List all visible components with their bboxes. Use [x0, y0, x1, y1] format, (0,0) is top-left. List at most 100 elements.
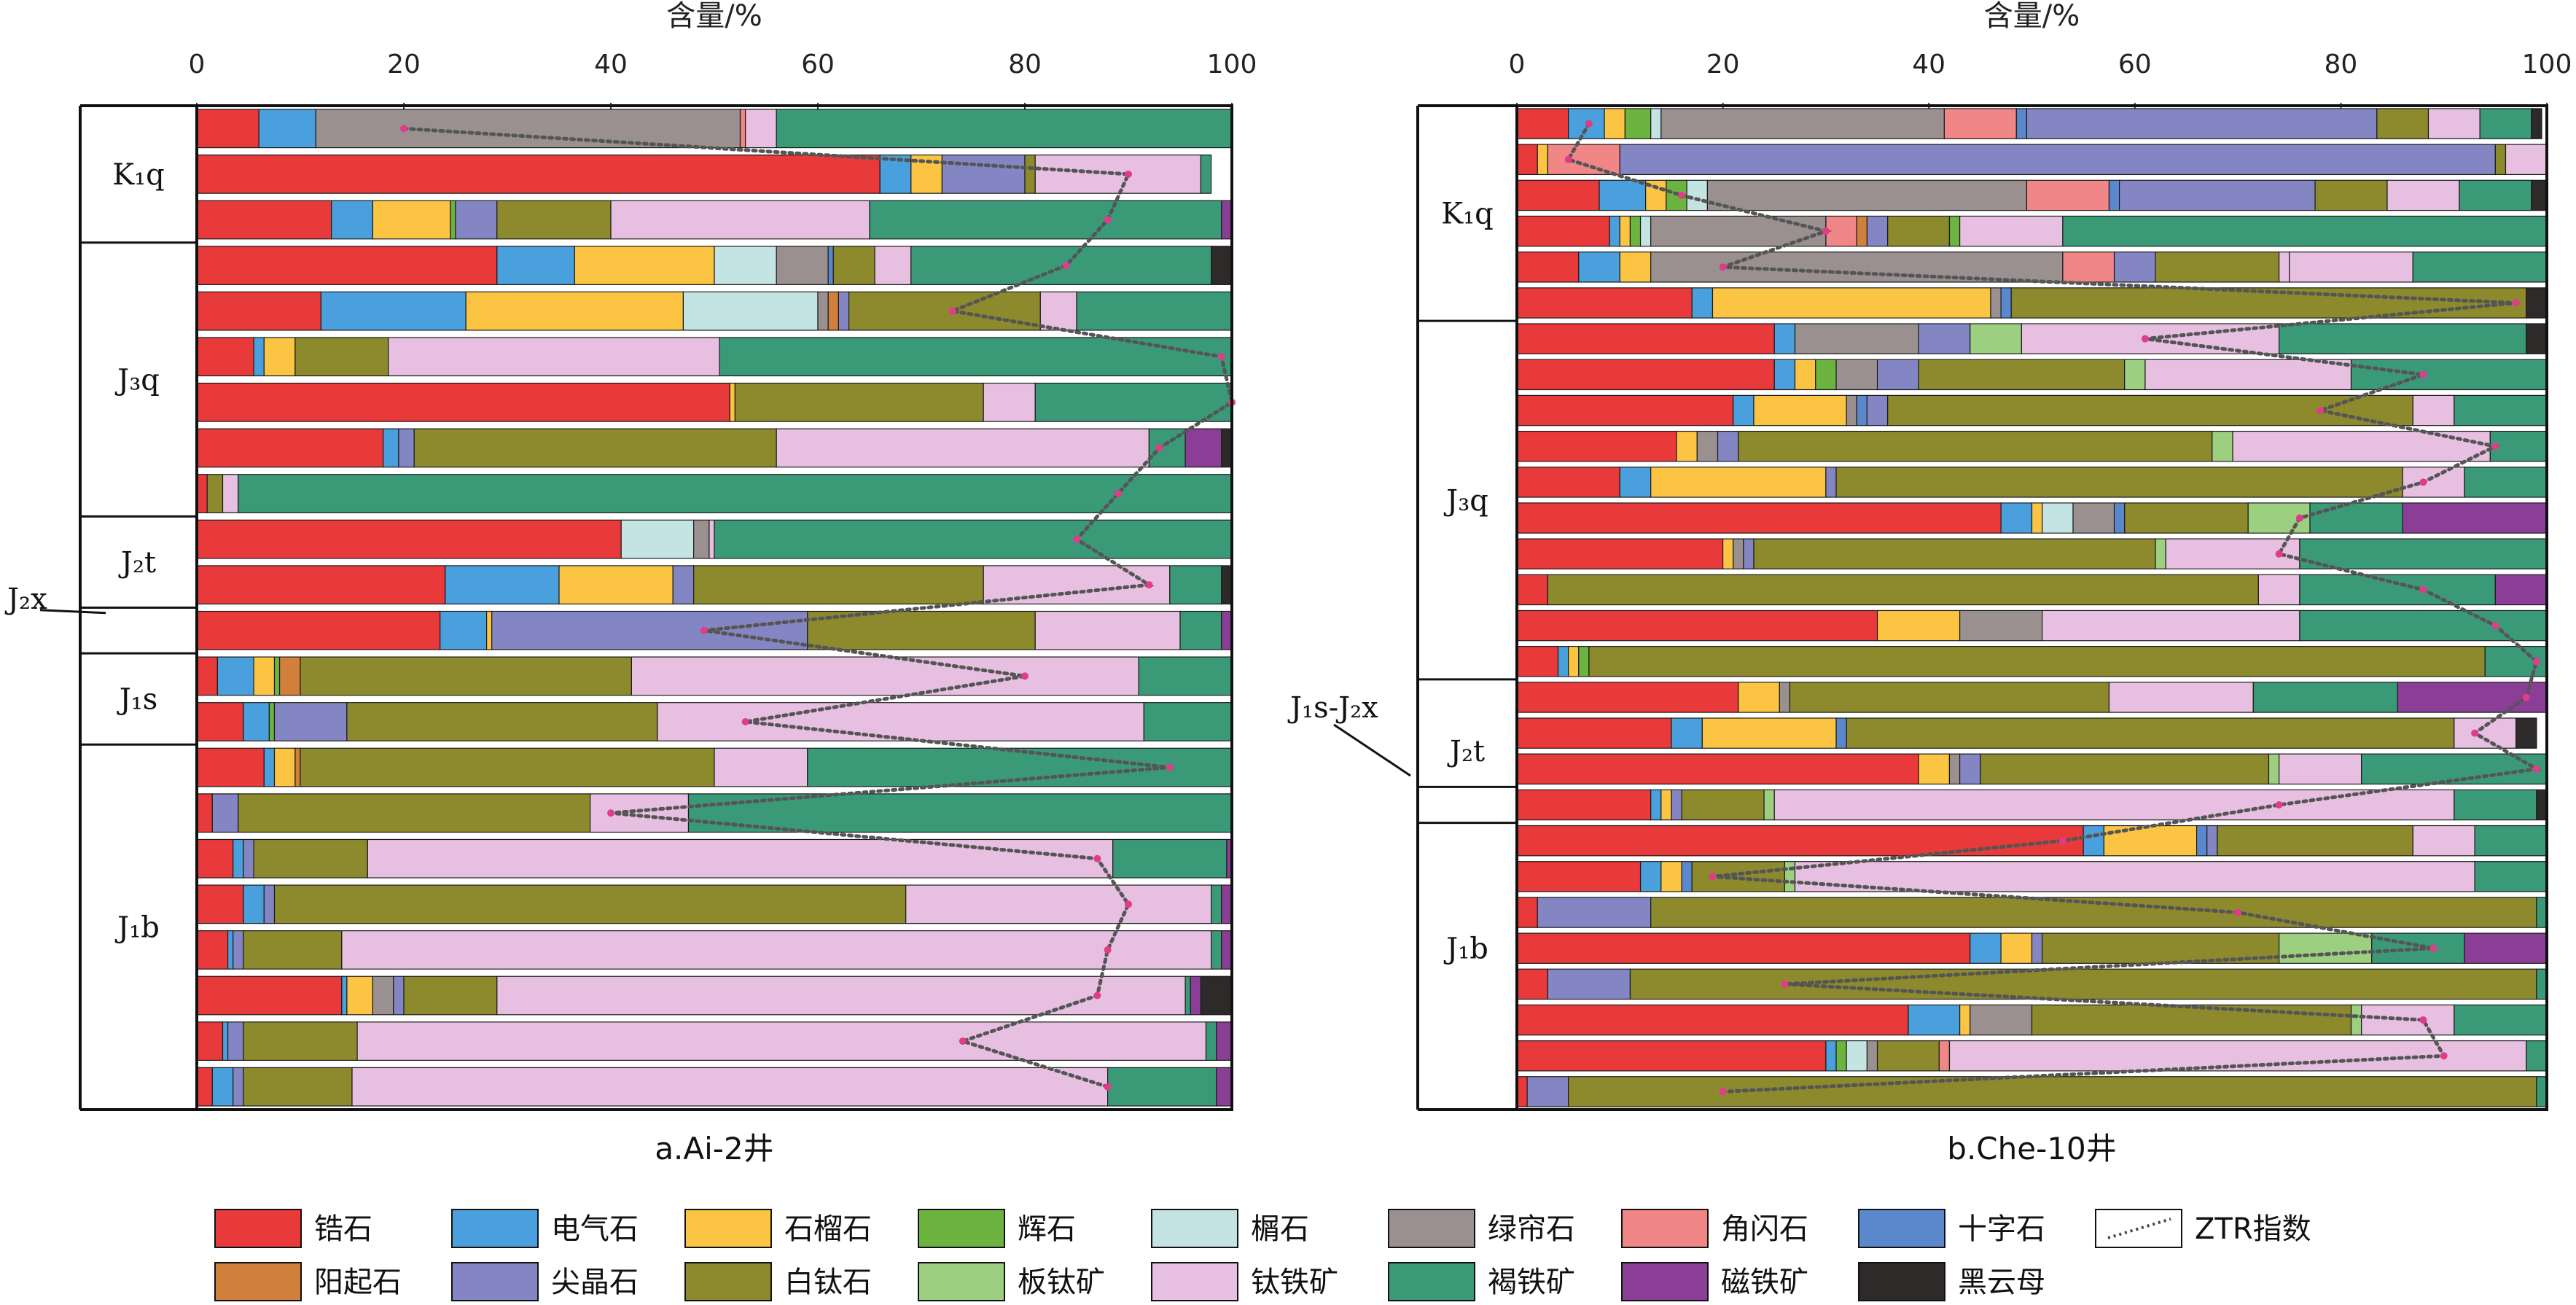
bar-segment [941, 154, 1026, 194]
bar-segment [1039, 291, 1077, 331]
ztr-point [2471, 729, 2479, 737]
bar-segment [196, 884, 244, 924]
bar-segment [2113, 252, 2156, 283]
bar-segment [196, 382, 730, 422]
bar-segment [2000, 932, 2033, 964]
bar-segment [1696, 430, 1719, 462]
ztr-point [1719, 1088, 1727, 1096]
sample-row [1516, 179, 2548, 211]
bar-segment [832, 246, 875, 285]
bar-segment [734, 382, 984, 422]
bar-segment [1516, 574, 1548, 606]
bar-segment [1221, 428, 1233, 468]
ztr-point [1155, 444, 1163, 452]
legend-swatch [1151, 1262, 1238, 1301]
bar-segment [1876, 609, 1961, 642]
bar-segment [2000, 502, 2033, 534]
x-tick-label: 60 [801, 50, 835, 79]
bar-segment [1794, 861, 2475, 892]
legend-swatch [1151, 1209, 1238, 1248]
ztr-point [607, 809, 614, 817]
bar-segment [1681, 861, 1693, 892]
bar-segment [1076, 291, 1233, 331]
bar-segment [1547, 968, 1631, 1000]
sample-row [196, 930, 1233, 970]
bar-segment [1526, 1076, 1569, 1107]
bar-segment [1918, 753, 1951, 785]
bar-segment [1578, 646, 1590, 677]
bar-segment [1763, 789, 1775, 821]
sample-row [1516, 215, 2548, 247]
legend-label: 角闪石 [1721, 1212, 1808, 1246]
bar-segment [848, 291, 1041, 331]
bar-segment [382, 428, 399, 468]
ztr-point [1217, 353, 1225, 361]
bar-segment [672, 565, 695, 605]
bar-segment [1686, 179, 1709, 211]
bar-segment [1794, 359, 1816, 391]
ztr-point [1145, 581, 1153, 589]
bar-segment [2350, 359, 2548, 391]
bar-segment [1753, 538, 2156, 569]
sample-row [1516, 1040, 2548, 1072]
sample-row [196, 565, 1233, 605]
bar-segment [1604, 108, 1625, 139]
legend-swatch [451, 1262, 539, 1301]
bar-segment [1866, 394, 1889, 426]
bar-segment [351, 1067, 1109, 1107]
unit-label: K₁q [1441, 198, 1494, 231]
bar-segment [1959, 753, 1981, 785]
bar-segment [2489, 430, 2548, 462]
bar-segment [331, 200, 374, 240]
bar-segment [496, 200, 612, 240]
unit-label: J₁b [114, 911, 160, 945]
x-axis-label: 含量/% [1984, 0, 2080, 33]
bar-segment [1221, 200, 1233, 240]
x-tick-label: 60 [2118, 50, 2152, 79]
sample-row [1516, 932, 2548, 964]
bar-segment [1938, 1040, 1951, 1072]
bar-segment [1588, 646, 2486, 677]
bar-segment [2454, 717, 2517, 749]
unit-label: J₂t [118, 546, 156, 580]
bar-segment [2000, 287, 2012, 319]
panel-ai2: 含量/%0 20 40 60 80 100K₁qJ₃qJ₂tJ₂xJ₁sJ₁ba.Ai-2… [4, 0, 1257, 1166]
bar-segment [1970, 1004, 2033, 1036]
bar-segment [1547, 574, 2259, 606]
bar-segment [196, 474, 208, 513]
bar-segment [2314, 179, 2388, 211]
bar-segment [1701, 717, 1837, 749]
bar-segment [1210, 246, 1233, 285]
bar-segment [196, 793, 213, 833]
bar-segment [1619, 252, 1652, 283]
sample-row [196, 246, 1233, 285]
bar-segment [807, 610, 1036, 650]
bar-segment [1516, 144, 1538, 176]
bar-segment [1516, 215, 1610, 247]
bar-segment [222, 474, 239, 513]
legend-label: 褐铁矿 [1488, 1266, 1575, 1299]
bar-segment [2299, 538, 2548, 569]
unit-leader-line [39, 609, 106, 615]
bar-segment [1773, 323, 1796, 354]
ztr-line [1565, 122, 2542, 1094]
legend-item: 钛铁矿 [1151, 1262, 1338, 1301]
legend-swatch [1388, 1262, 1475, 1301]
bar-segment [1516, 502, 2002, 534]
ztr-point [1709, 873, 1717, 881]
ztr-point [1564, 155, 1572, 163]
bar-segment [2412, 825, 2475, 857]
bar-segment [222, 1021, 229, 1061]
bar-segment [367, 838, 1114, 879]
legend-swatch [214, 1262, 302, 1301]
bar-segment [714, 246, 777, 285]
bar-segment [2350, 1004, 2362, 1036]
bar-segment [1516, 1076, 1528, 1107]
bar-segment [1516, 897, 1538, 928]
legend-swatch [214, 1209, 302, 1248]
bar-segment [2217, 825, 2413, 857]
legend-label: 白钛石 [784, 1266, 872, 1299]
bar-segment [294, 747, 301, 787]
sample-row [1516, 538, 2548, 569]
bar-segment [1034, 610, 1181, 650]
